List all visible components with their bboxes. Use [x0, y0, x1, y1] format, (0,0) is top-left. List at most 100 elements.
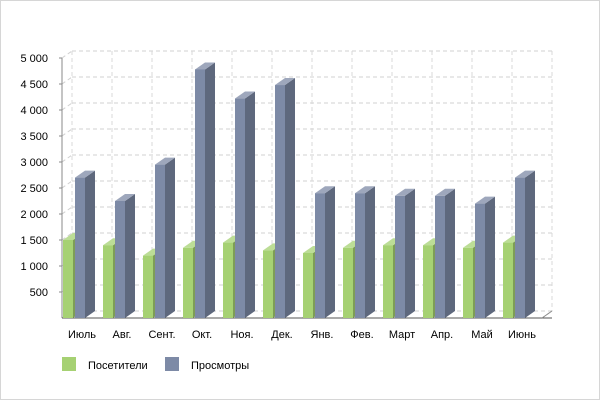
- bar-views-top: [195, 62, 215, 70]
- x-tick-label: Апр.: [431, 329, 453, 341]
- bar-views: [195, 62, 215, 318]
- x-tick-label: Июль: [68, 329, 96, 341]
- y-tick-label: 4 500: [20, 79, 48, 91]
- bar-visitors-front: [503, 242, 513, 318]
- bar-visitors-front: [303, 253, 313, 318]
- gridline-side: [61, 102, 73, 111]
- bar-views-top: [235, 91, 255, 99]
- y-tick-label: 500: [30, 287, 48, 299]
- bar-visitors-front: [143, 255, 153, 318]
- bar-visitors-front: [103, 245, 113, 318]
- bar-views-side: [85, 170, 95, 318]
- x-tick-label: Май: [471, 329, 493, 341]
- bar-views-side: [245, 91, 255, 318]
- bar-views: [75, 170, 95, 318]
- bar-views-side: [165, 157, 175, 318]
- bar-views-front: [275, 85, 285, 318]
- legend: Посетители Просмотры: [62, 357, 249, 372]
- bar-visitors-front: [383, 245, 393, 318]
- x-tick-label: Авг.: [113, 329, 132, 341]
- bar-views: [475, 196, 495, 318]
- bar-views-front: [315, 193, 325, 318]
- bar-views-front: [395, 195, 405, 318]
- legend-swatch: [165, 357, 179, 371]
- bar-views-top: [355, 186, 375, 194]
- bar-views-top: [155, 157, 175, 165]
- gridline-side: [61, 50, 73, 59]
- bar-views-side: [445, 188, 455, 318]
- x-tick-label: Июнь: [508, 329, 536, 341]
- bar-views: [435, 188, 455, 318]
- gridline-side: [61, 180, 73, 189]
- bar-visitors-front: [63, 240, 73, 318]
- legend-swatch: [62, 357, 76, 371]
- bar-views-side: [205, 62, 215, 318]
- y-tick-label: 5 000: [20, 53, 48, 65]
- legend-label: Просмотры: [191, 360, 249, 372]
- bar-views-top: [275, 78, 295, 86]
- bar-views-top: [315, 186, 335, 194]
- bar-views: [115, 194, 135, 318]
- bar-views-front: [475, 203, 485, 318]
- bar-visitors-front: [463, 247, 473, 318]
- bar-visitors-front: [183, 247, 193, 318]
- bar-views: [395, 188, 415, 318]
- bar-views-front: [195, 69, 205, 318]
- x-tick-label: Янв.: [311, 329, 334, 341]
- y-tick-label: 4 000: [20, 105, 48, 117]
- bar-views-side: [325, 186, 335, 318]
- y-tick-label: 3 000: [20, 157, 48, 169]
- x-axis-depth: [541, 310, 553, 319]
- tick-labels: 500 1 000 1 500 2 000 2 500 3 000 3 500 4 000 4 …: [20, 53, 536, 341]
- legend-item-views[interactable]: Просмотры: [165, 357, 249, 372]
- y-tick-label: 1 500: [20, 235, 48, 247]
- gridline-side: [61, 154, 73, 163]
- bar-views-front: [155, 164, 165, 318]
- bar-views-top: [395, 188, 415, 196]
- bar-visitors-front: [343, 247, 353, 318]
- bar-views: [155, 157, 175, 318]
- x-tick-label: Фев.: [350, 329, 373, 341]
- legend-item-visitors[interactable]: Посетители: [62, 357, 148, 372]
- bar-views-side: [525, 170, 535, 318]
- bar-visitors-front: [223, 242, 233, 318]
- legend-label: Посетители: [88, 360, 148, 372]
- bar-views-top: [435, 188, 455, 196]
- bar-views-front: [75, 177, 85, 318]
- bar-visitors-front: [263, 250, 273, 318]
- x-tick-label: Дек.: [271, 329, 292, 341]
- bar-views-front: [515, 177, 525, 318]
- bars: [63, 62, 535, 318]
- bar-views-top: [475, 196, 495, 204]
- bar-views: [515, 170, 535, 318]
- y-tick-label: 1 000: [20, 261, 48, 273]
- bar-views-side: [485, 196, 495, 318]
- y-tick-label: 3 500: [20, 131, 48, 143]
- bar-views-top: [75, 170, 95, 178]
- x-tick-label: Окт.: [192, 329, 212, 341]
- bar-views-front: [355, 193, 365, 318]
- bar-views: [355, 186, 375, 318]
- gridline-side: [61, 206, 73, 215]
- bar-views-front: [435, 195, 445, 318]
- bar-views-side: [285, 78, 295, 318]
- gridline-side: [61, 128, 73, 137]
- bar-views-side: [125, 194, 135, 318]
- gridline-side: [61, 232, 73, 241]
- x-tick-label: Ноя.: [230, 329, 253, 341]
- y-tick-label: 2 500: [20, 183, 48, 195]
- bar-views: [275, 78, 295, 318]
- x-tick-label: Март: [389, 329, 415, 341]
- bar-visitors-front: [423, 245, 433, 318]
- gridline-side: [61, 76, 73, 85]
- bar-views-front: [235, 98, 245, 318]
- bar-views-side: [405, 188, 415, 318]
- bar-views: [235, 91, 255, 318]
- x-tick-label: Сент.: [148, 329, 175, 341]
- bar-views-top: [115, 194, 135, 201]
- bar-views: [315, 186, 335, 318]
- bar-views-side: [365, 186, 375, 318]
- bar-views-front: [115, 201, 125, 318]
